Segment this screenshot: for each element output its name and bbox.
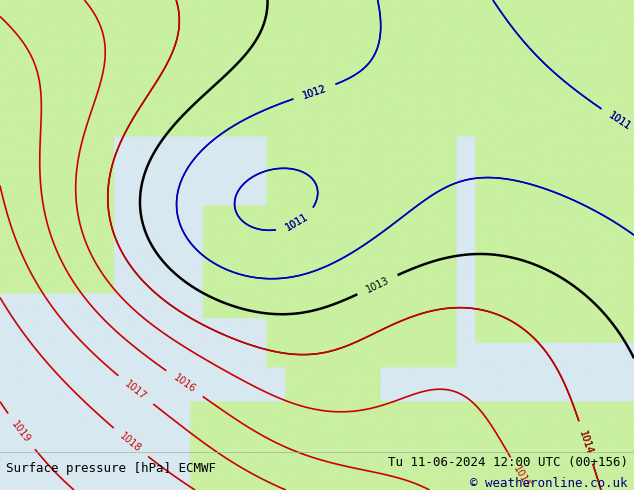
Text: Surface pressure [hPa] ECMWF: Surface pressure [hPa] ECMWF [6,463,216,475]
Text: © weatheronline.co.uk: © weatheronline.co.uk [470,477,628,490]
Text: 1019: 1019 [10,419,32,444]
Text: Tu 11-06-2024 12:00 UTC (00+156): Tu 11-06-2024 12:00 UTC (00+156) [387,456,628,469]
Text: 1012: 1012 [301,83,328,100]
Text: 1014: 1014 [578,429,595,456]
Text: 1015: 1015 [511,464,532,490]
Text: 1011: 1011 [284,212,310,233]
Text: 1011: 1011 [607,110,633,132]
Text: 1013: 1013 [364,275,391,294]
Text: 1014: 1014 [578,429,595,456]
Text: 1011: 1011 [607,110,633,132]
Text: 1012: 1012 [301,83,328,100]
Text: 1016: 1016 [172,372,197,395]
Text: 1017: 1017 [123,378,148,402]
Text: 1018: 1018 [118,431,143,454]
Text: 1011: 1011 [284,212,310,233]
